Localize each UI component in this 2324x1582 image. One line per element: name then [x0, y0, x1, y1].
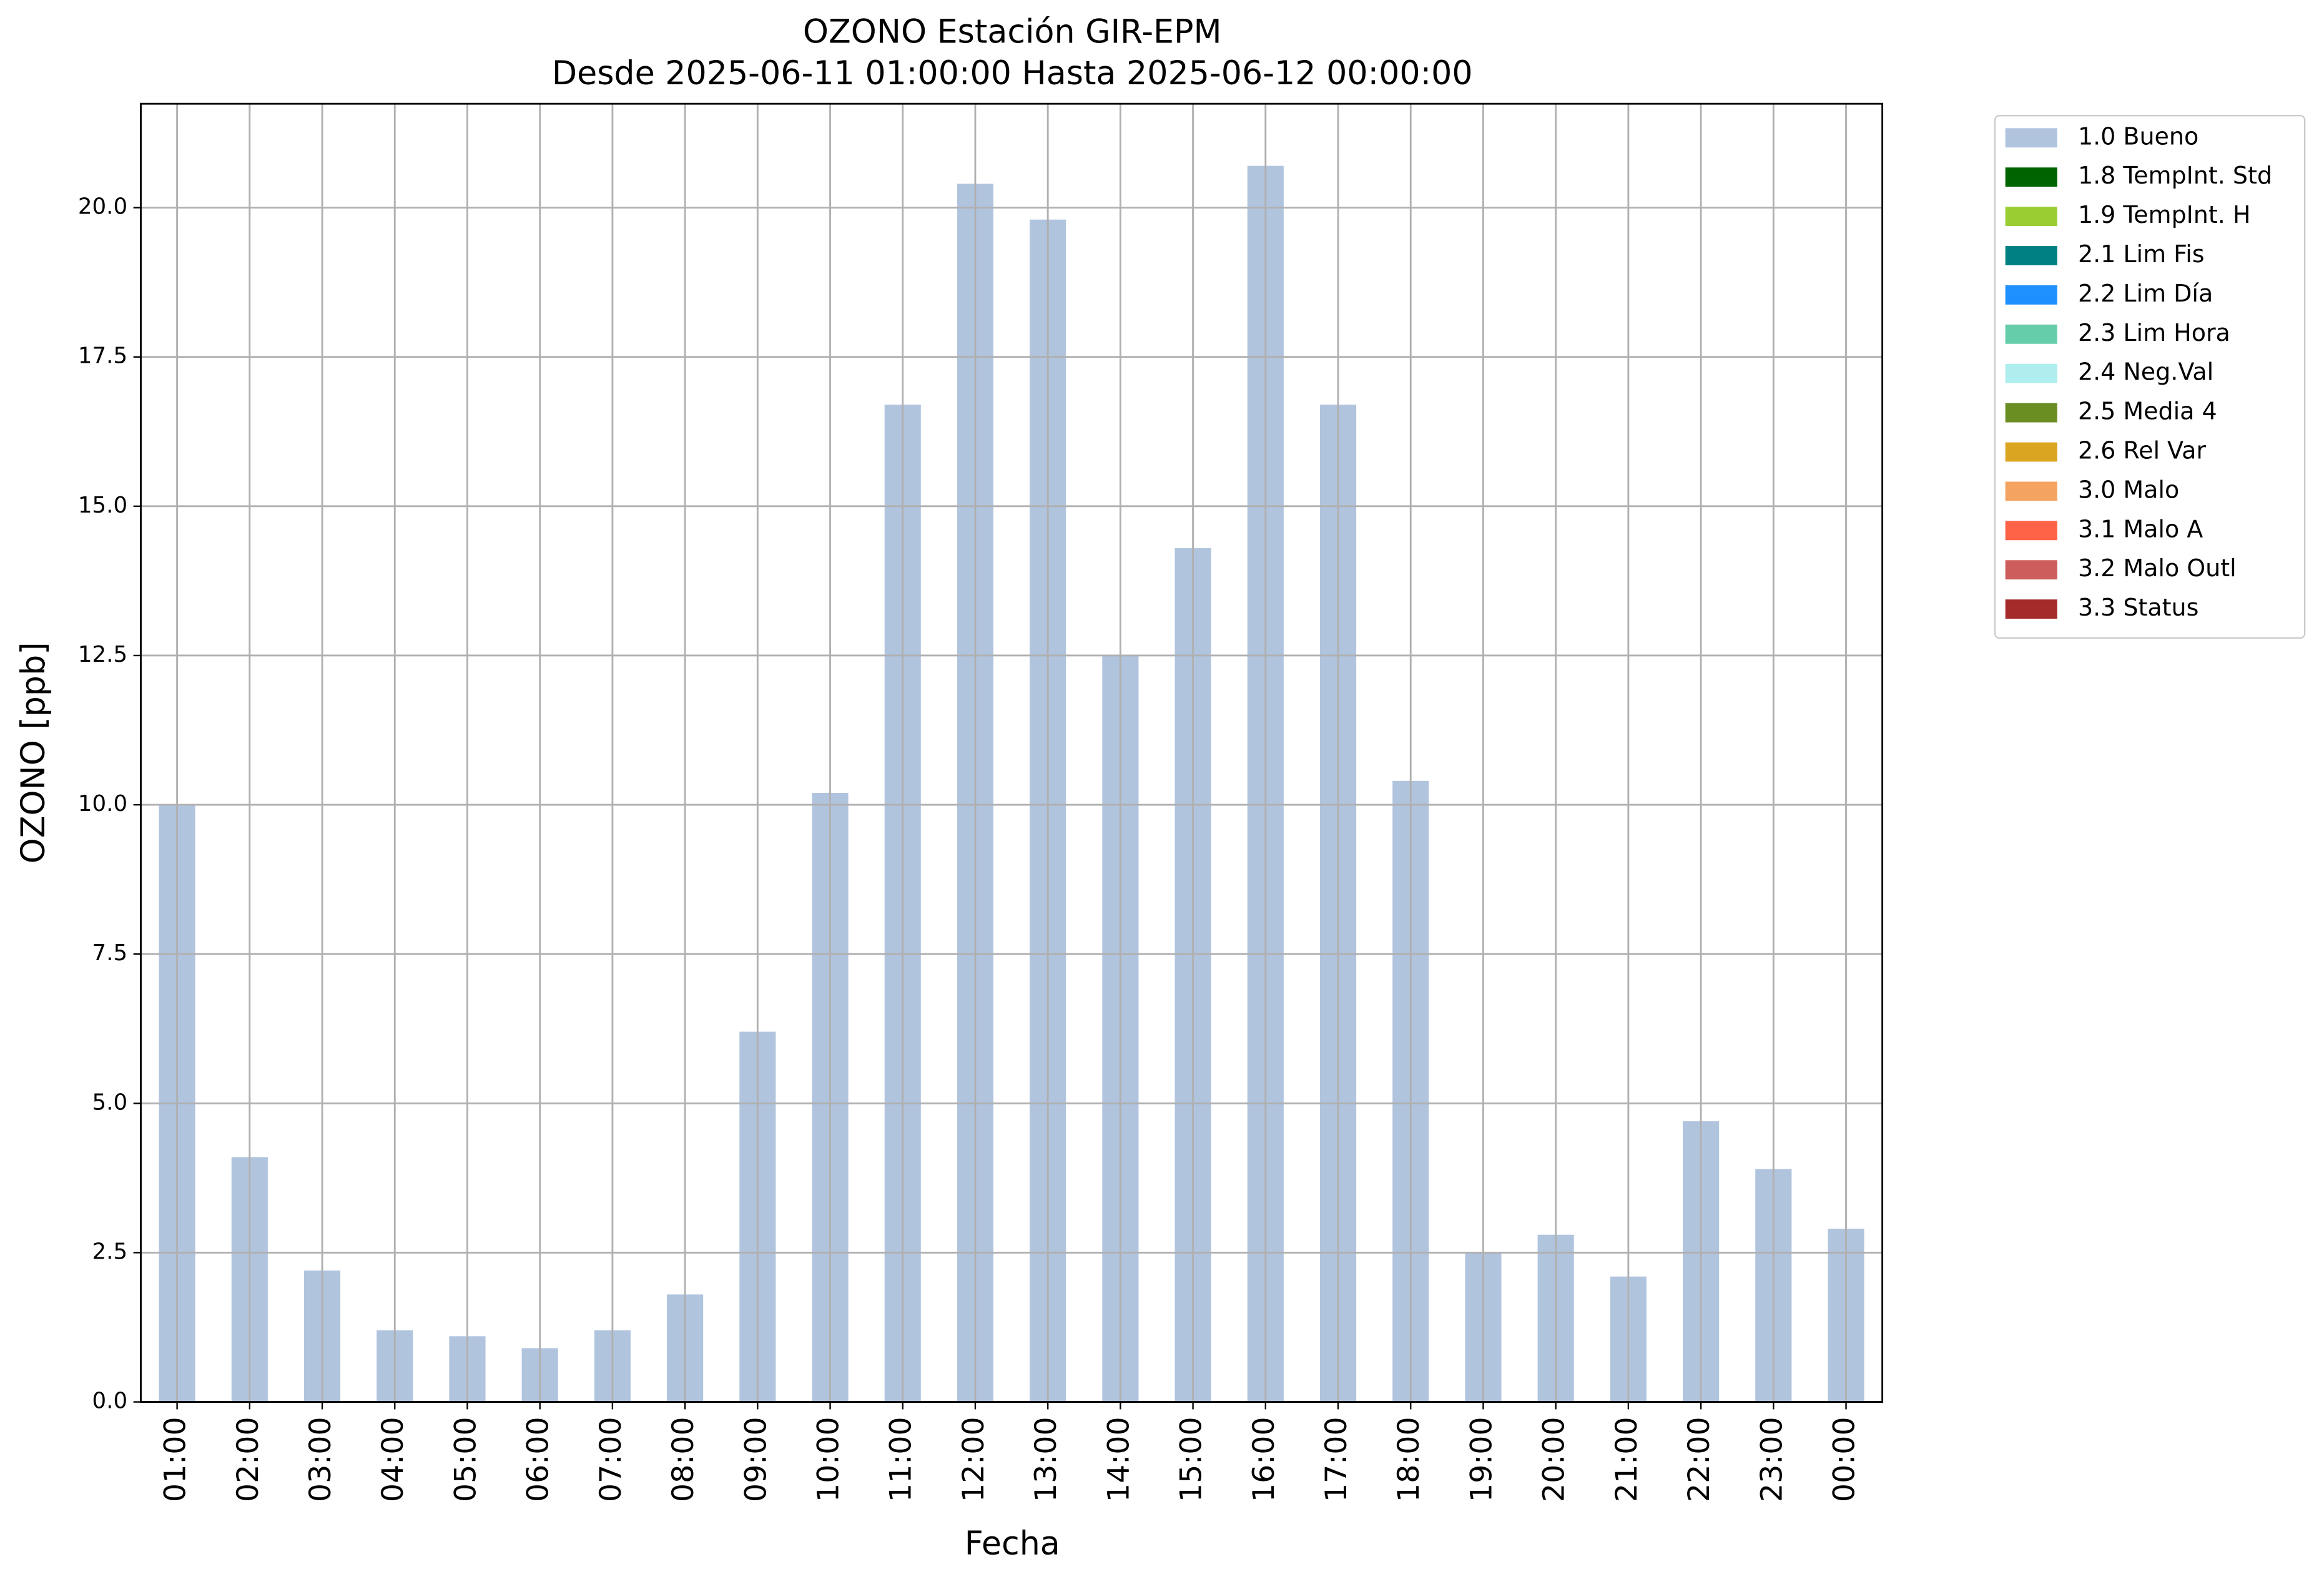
legend-label: 2.6 Rel Var	[2078, 437, 2206, 464]
legend-swatch	[2005, 324, 2057, 344]
y-tick-label: 0.0	[92, 1388, 128, 1414]
x-tick-label: 23:00	[1755, 1417, 1789, 1502]
y-tick-label: 20.0	[78, 194, 127, 220]
x-tick-label: 11:00	[884, 1417, 918, 1502]
y-tick-label: 17.5	[78, 343, 127, 369]
x-tick-label: 14:00	[1101, 1417, 1136, 1502]
y-tick-label: 12.5	[78, 642, 127, 667]
x-tick-label: 07:00	[594, 1417, 628, 1502]
y-tick-label: 15.0	[78, 493, 127, 518]
x-tick-label: 00:00	[1828, 1417, 1862, 1502]
x-tick-label: 12:00	[957, 1417, 991, 1502]
x-tick-label: 20:00	[1537, 1417, 1572, 1502]
legend-swatch	[2005, 363, 2057, 383]
x-tick-label: 06:00	[521, 1417, 556, 1502]
x-tick-label: 17:00	[1319, 1417, 1354, 1502]
plot-frame	[140, 102, 1884, 1403]
x-tick-label: 05:00	[448, 1417, 483, 1502]
x-tick-label: 01:00	[159, 1417, 193, 1502]
legend-label: 3.3 Status	[2078, 594, 2198, 621]
chart-subtitle: Desde 2025-06-11 01:00:00 Hasta 2025-06-…	[552, 55, 1473, 92]
legend-label: 2.2 Lim Día	[2078, 280, 2213, 307]
x-tick-label: 18:00	[1392, 1417, 1426, 1502]
x-tick-label: 02:00	[231, 1417, 265, 1502]
legend-swatch	[2005, 285, 2057, 305]
x-tick-label: 21:00	[1610, 1417, 1644, 1502]
y-tick-label: 2.5	[92, 1239, 128, 1264]
legend-label: 2.4 Neg.Val	[2078, 358, 2213, 386]
legend-label: 2.3 Lim Hora	[2078, 319, 2230, 346]
legend-swatch	[2005, 599, 2057, 619]
legend-label: 1.9 TempInt. H	[2078, 201, 2250, 228]
legend-swatch	[2005, 167, 2057, 187]
legend-swatch	[2005, 560, 2057, 580]
x-tick-label: 22:00	[1682, 1417, 1716, 1502]
y-axis-label: OZONO [ppb]	[15, 642, 52, 863]
legend-label: 3.0 Malo	[2078, 476, 2179, 503]
legend-label: 2.5 Media 4	[2078, 398, 2217, 425]
x-tick-label: 13:00	[1029, 1417, 1063, 1502]
x-tick-label: 08:00	[666, 1417, 701, 1502]
x-axis-label: Fecha	[965, 1525, 1060, 1563]
legend-swatch	[2005, 128, 2057, 148]
legend-label: 3.2 Malo Outl	[2078, 554, 2237, 582]
legend-label: 1.0 Bueno	[2078, 122, 2198, 150]
x-tick-label: 19:00	[1464, 1417, 1499, 1502]
y-tick-label: 5.0	[92, 1089, 128, 1115]
y-tick-label: 7.5	[92, 940, 128, 966]
x-tick-label: 10:00	[812, 1417, 846, 1502]
legend-swatch	[2005, 207, 2057, 227]
x-tick-label: 09:00	[739, 1417, 773, 1502]
legend-label: 3.1 Malo A	[2078, 515, 2203, 543]
legend-swatch	[2005, 246, 2057, 265]
chart-title: OZONO Estación GIR-EPM	[803, 14, 1222, 51]
legend-label: 2.1 Lim Fis	[2078, 240, 2205, 268]
legend-swatch	[2005, 481, 2057, 501]
legend-label: 1.8 TempInt. Std	[2078, 162, 2272, 189]
x-tick-label: 16:00	[1247, 1417, 1281, 1502]
y-tick-label: 10.0	[78, 791, 127, 817]
legend-swatch	[2005, 442, 2057, 462]
x-tick-label: 04:00	[376, 1417, 410, 1502]
x-tick-label: 15:00	[1174, 1417, 1209, 1502]
legend-swatch	[2005, 403, 2057, 423]
legend-box	[1994, 114, 2306, 639]
legend-swatch	[2005, 521, 2057, 541]
x-tick-label: 03:00	[303, 1417, 338, 1502]
